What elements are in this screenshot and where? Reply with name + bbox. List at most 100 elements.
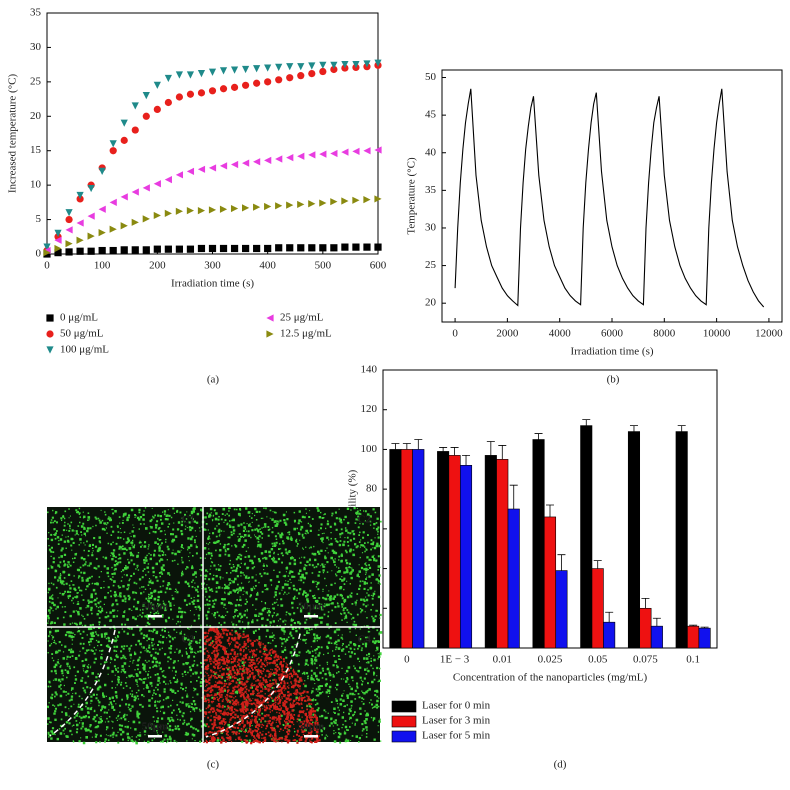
boundary-arc [49, 629, 116, 737]
marker [297, 244, 305, 252]
marker [264, 156, 272, 164]
marker [219, 162, 228, 170]
marker [374, 59, 382, 67]
x-tick-label: 0.075 [633, 654, 658, 666]
marker [330, 149, 338, 158]
y-tick-label: 80 [366, 483, 378, 495]
y-tick-label: 30 [30, 41, 42, 53]
x-tick-label: 400 [259, 260, 276, 272]
marker [76, 219, 84, 227]
error-bar [462, 454, 471, 466]
marker [131, 246, 139, 254]
marker [65, 240, 73, 248]
marker [186, 167, 195, 175]
y-tick-label: 35 [30, 7, 42, 19]
error-bar [700, 626, 709, 629]
marker [319, 61, 327, 69]
marker [330, 198, 338, 206]
y-axis-title: Increased temperature (°C) [7, 74, 19, 194]
scale-bar [148, 735, 162, 738]
marker [98, 205, 106, 213]
marker [275, 202, 283, 210]
x-axis-title: Concentration of the nanoparticles (mg/m… [453, 672, 648, 684]
bar [627, 431, 641, 649]
x-tick-label: 0.025 [538, 654, 563, 666]
marker [242, 204, 250, 212]
x-tick-label: 4000 [549, 328, 572, 340]
y-tick-label: 15 [30, 144, 42, 156]
marker [266, 330, 274, 338]
marker [65, 209, 73, 217]
y-tick-label: 45 [425, 109, 437, 121]
marker [142, 246, 150, 254]
marker [242, 159, 250, 167]
marker [208, 164, 217, 172]
marker [330, 65, 338, 74]
marker [253, 79, 261, 87]
bar [532, 439, 545, 649]
marker [219, 205, 228, 213]
marker [197, 89, 206, 97]
marker [87, 184, 95, 193]
error-bar [402, 443, 411, 450]
bar [484, 455, 497, 649]
marker [319, 199, 327, 207]
x-axis-title: Irradiation time (s) [570, 346, 653, 358]
bar [650, 625, 663, 649]
error-bar [677, 425, 686, 432]
marker [275, 63, 283, 71]
marker [43, 243, 51, 251]
marker [230, 160, 239, 169]
marker [230, 66, 239, 74]
green-cells [47, 507, 383, 745]
marker [65, 248, 73, 256]
error-bar [593, 560, 602, 569]
error-bar [689, 624, 698, 627]
marker [297, 200, 305, 209]
marker [142, 215, 150, 223]
error-bar [509, 484, 518, 509]
x-tick-label: 2000 [496, 328, 519, 340]
quadrant-label: C1 [182, 514, 195, 526]
marker [98, 229, 106, 237]
marker [120, 222, 128, 230]
marker [297, 63, 305, 71]
y-tick-label: 20 [30, 110, 42, 122]
marker [242, 65, 250, 74]
y-tick-label: 25 [425, 259, 437, 271]
marker [153, 211, 161, 220]
marker [109, 140, 117, 148]
x-tick-label: 6000 [601, 328, 624, 340]
marker [197, 207, 206, 215]
marker [197, 69, 206, 78]
marker [286, 201, 294, 209]
marker [46, 346, 54, 354]
marker [308, 62, 316, 70]
error-bar [557, 554, 566, 571]
bar [459, 465, 473, 649]
marker [175, 71, 183, 79]
error-bar [546, 504, 554, 517]
error-bar [391, 443, 400, 450]
marker [297, 72, 305, 80]
marker [308, 244, 316, 252]
marker [109, 225, 117, 233]
marker [120, 119, 128, 127]
marker [264, 202, 272, 211]
scale-label: 50μm [298, 721, 324, 733]
marker [266, 314, 274, 322]
marker [98, 167, 106, 175]
bar [687, 625, 700, 649]
bar [591, 568, 604, 649]
legend-label: 100 μg/mL [60, 344, 109, 356]
legend-label: 0 μg/mL [60, 312, 98, 324]
error-bar [498, 445, 507, 460]
marker [142, 92, 150, 100]
legend-label: Laser for 5 min [422, 730, 491, 742]
marker [242, 244, 250, 253]
marker [164, 245, 172, 253]
marker [131, 188, 139, 196]
marker [264, 244, 272, 253]
legend-label: Laser for 0 min [422, 700, 491, 712]
